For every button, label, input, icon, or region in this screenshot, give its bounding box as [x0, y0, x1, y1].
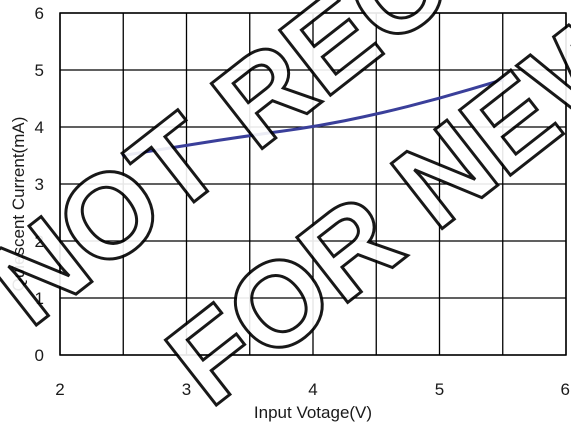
y-tick-labels: 0 1 2 3 4 5 6	[35, 4, 44, 365]
y-tick-label: 0	[35, 346, 44, 365]
y-axis-label: Quiescent Current(mA)	[9, 117, 28, 292]
x-axis-label: Input Votage(V)	[254, 403, 372, 422]
x-tick-label: 3	[182, 380, 191, 399]
x-tick-labels: 2 3 4 5 6	[55, 380, 570, 399]
plot-frame	[59, 12, 567, 356]
y-tick-label: 6	[35, 4, 44, 23]
x-tick-label: 2	[55, 380, 64, 399]
y-tick-label: 5	[35, 61, 44, 80]
x-tick-label: 5	[435, 380, 444, 399]
y-tick-label: 2	[35, 232, 44, 251]
x-tick-label: 6	[561, 380, 570, 399]
y-tick-label: 4	[35, 118, 44, 137]
series-line	[121, 78, 505, 157]
series-layer	[121, 78, 505, 157]
y-tick-label: 1	[35, 289, 44, 308]
y-tick-label: 3	[35, 175, 44, 194]
x-tick-label: 4	[308, 380, 317, 399]
